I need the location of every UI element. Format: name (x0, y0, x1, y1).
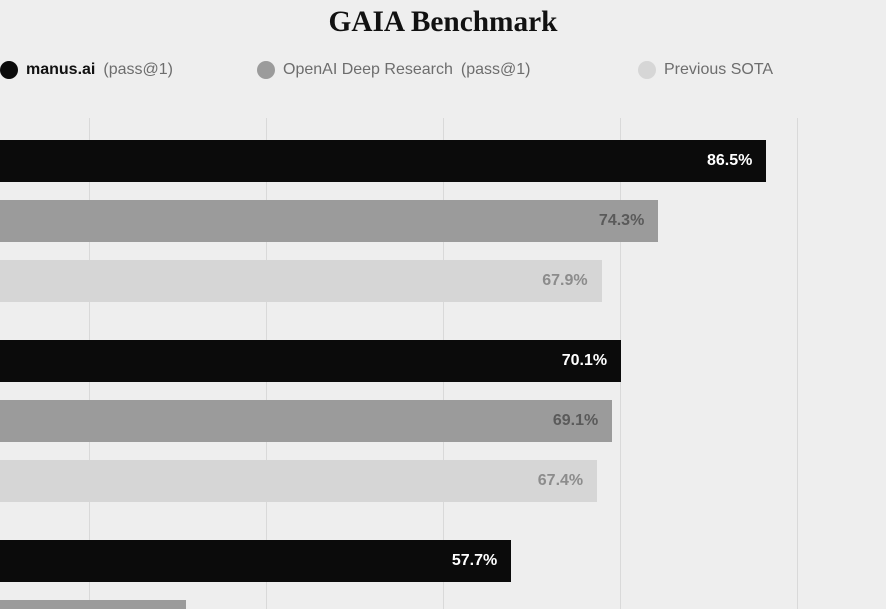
bar-sota: 67.4% (0, 460, 597, 502)
bar-manus: 70.1% (0, 340, 621, 382)
legend-sublabel: (pass@1) (103, 61, 173, 79)
bar-openai: 69.1% (0, 400, 612, 442)
bar-openai: 74.3% (0, 200, 658, 242)
legend-sublabel: (pass@1) (461, 61, 531, 79)
legend-label: OpenAI Deep Research (283, 61, 453, 79)
legend-swatch-openai (257, 61, 275, 79)
legend-item-sota: Previous SOTA (638, 61, 773, 79)
bar-value-label: 67.4% (538, 472, 583, 490)
bar-value-label: 74.3% (599, 212, 644, 230)
bar-sota: 67.9% (0, 260, 602, 302)
legend-item-openai: OpenAI Deep Research (pass@1) (257, 61, 530, 79)
legend: manus.ai (pass@1) OpenAI Deep Research (pas… (0, 56, 886, 84)
legend-label: manus.ai (26, 61, 95, 79)
bar-manus: 86.5% (0, 140, 766, 182)
grid-line (797, 118, 798, 609)
chart-title: GAIA Benchmark (0, 6, 886, 39)
legend-swatch-sota (638, 61, 656, 79)
plot-area: 86.5% 74.3% 67.9% 70.1% 69.1% 67.4% 57.7% (0, 118, 886, 609)
bar-value-label: 57.7% (452, 552, 497, 570)
bar-manus: 57.7% (0, 540, 511, 582)
legend-item-manus: manus.ai (pass@1) (0, 61, 173, 79)
bar-value-label: 69.1% (553, 412, 598, 430)
legend-label: Previous SOTA (664, 61, 773, 79)
bar-openai-partial (0, 600, 186, 609)
legend-swatch-manus (0, 61, 18, 79)
bar-value-label: 86.5% (707, 152, 752, 170)
bar-value-label: 67.9% (542, 272, 587, 290)
chart-canvas: GAIA Benchmark manus.ai(pass@1)OpenAI De… (0, 0, 886, 609)
bar-value-label: 70.1% (562, 352, 607, 370)
